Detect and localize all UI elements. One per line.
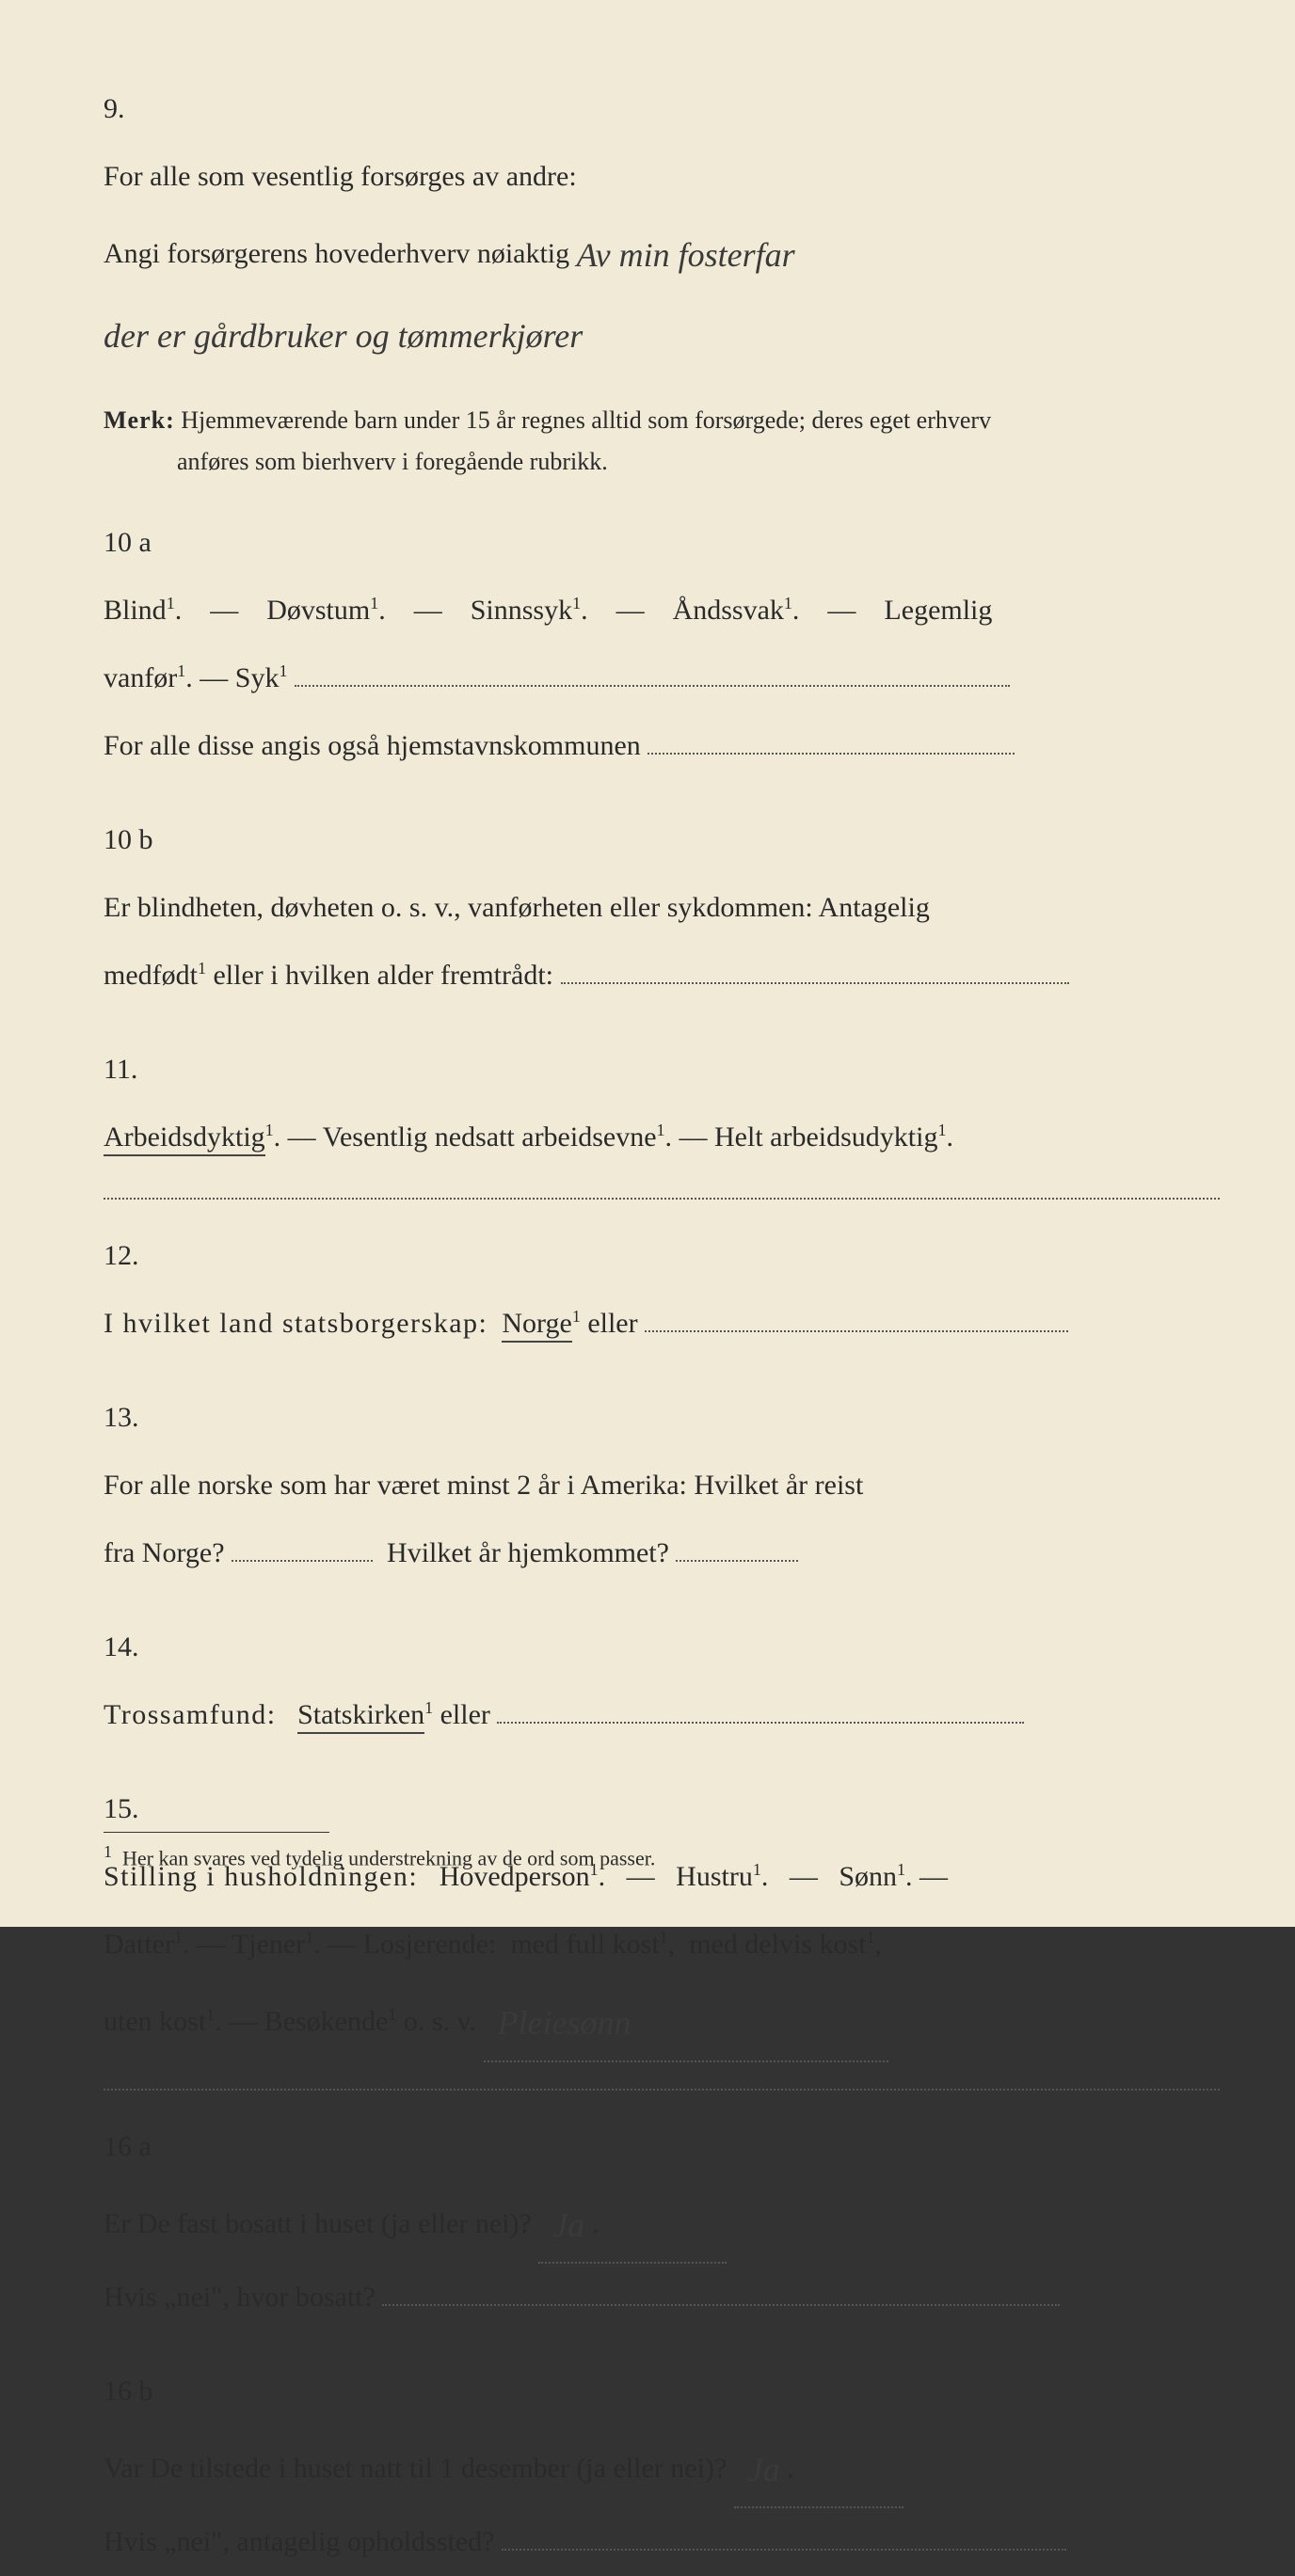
q13-text1: For alle norske som har været minst 2 år…	[104, 1470, 863, 1501]
section-divider-1	[104, 1198, 1220, 1200]
q15-utenkost: uten kost	[104, 2006, 206, 2037]
question-13: 13. For alle norske som har været minst …	[104, 1384, 1220, 1587]
q11-arbeidsdyktig: Arbeidsdyktig	[104, 1121, 265, 1156]
q10a-body: Blind1. — Døvstum1. — Sinnssyk1. — Åndss…	[104, 577, 1154, 780]
census-form-page: 9. For alle som vesentlig forsørges av a…	[0, 0, 1295, 1927]
q16b-num: 16 b	[104, 2358, 164, 2425]
merk-label: Merk:	[104, 406, 175, 434]
question-10a: 10 a Blind1. — Døvstum1. — Sinnssyk1. — …	[104, 509, 1220, 780]
q13-text2a: fra Norge?	[104, 1537, 225, 1568]
question-15: 15. Stilling i husholdningen: Hovedperso…	[104, 1775, 1220, 2061]
q16a-handwriting: Ja	[552, 2206, 584, 2244]
q11-body: Arbeidsdyktig1. — Vesentlig nedsatt arbe…	[104, 1104, 1154, 1171]
question-16b: 16 b Var De tilstede i huset natt til 1 …	[104, 2358, 1220, 2576]
question-9: 9. For alle som vesentlig forsørges av a…	[104, 75, 1220, 374]
q12-eller: eller	[587, 1308, 637, 1339]
q13-blank1	[232, 1560, 373, 1562]
merk-text2: anføres som bierhverv i foregående rubri…	[177, 448, 608, 475]
q15-fullkost: med full kost	[510, 1929, 659, 1960]
q15-blank: Pleiesønn	[484, 1979, 888, 2061]
q15-datter: Datter	[104, 1929, 174, 1960]
q16b-text1: Var De tilstede i huset natt til 1 desem…	[104, 2453, 727, 2484]
q15-losjer: Losjerende:	[363, 1929, 497, 1960]
q16a-blank2	[382, 2304, 1060, 2306]
q12-body: I hvilket land statsborgerskap: Norge1 e…	[104, 1290, 1154, 1358]
q16a-body: Er De fast bosatt i huset (ja eller nei)…	[104, 2181, 1154, 2331]
footnote: 1 Her kan svares ved tydelig understrekn…	[104, 1832, 1220, 1870]
footnote-text: Her kan svares ved tydelig understreknin…	[122, 1846, 655, 1869]
q11-nedsatt: Vesentlig nedsatt arbeidsevne	[323, 1121, 657, 1153]
q9-line1: For alle som vesentlig forsørges av andr…	[104, 161, 577, 192]
q10b-text2b: eller i hvilken alder fremtrådt:	[213, 960, 553, 991]
q15-osv: o. s. v.	[404, 2006, 476, 2037]
q10a-vanfor: vanfør	[104, 662, 177, 693]
q9-handwriting-2: der er gårdbruker og tømmerkjører	[104, 317, 583, 355]
q10a-num: 10 a	[104, 509, 164, 577]
q12-norge: Norge	[502, 1308, 571, 1343]
q10b-medfodt: medfødt	[104, 960, 198, 991]
q16b-handwriting: Ja	[748, 2451, 780, 2489]
q15-delviskost: med delvis kost	[689, 1929, 866, 1960]
q16b-body: Var De tilstede i huset natt til 1 desem…	[104, 2425, 1154, 2576]
q16a-text1: Er De fast bosatt i huset (ja eller nei)…	[104, 2208, 532, 2239]
q15-besok: Besøkende	[264, 2006, 389, 2037]
q10b-text1: Er blindheten, døvheten o. s. v., vanfør…	[104, 892, 930, 923]
merk-note: Merk: Hjemmeværende barn under 15 år reg…	[104, 400, 1220, 483]
q10b-num: 10 b	[104, 806, 164, 874]
question-16a: 16 a Er De fast bosatt i huset (ja eller…	[104, 2113, 1220, 2331]
q13-body: For alle norske som har været minst 2 år…	[104, 1452, 1154, 1587]
q10b-body: Er blindheten, døvheten o. s. v., vanfør…	[104, 874, 1154, 1010]
question-10b: 10 b Er blindheten, døvheten o. s. v., v…	[104, 806, 1220, 1010]
q16b-text2: Hvis „nei", antagelig opholdssted?	[104, 2526, 495, 2557]
footnote-sup: 1	[104, 1842, 112, 1861]
section-divider-2	[104, 2089, 1220, 2091]
q9-body: For alle som vesentlig forsørges av andr…	[104, 143, 1154, 292]
q14-num: 14.	[104, 1614, 164, 1681]
q16b-blank1: Ja .	[734, 2425, 903, 2508]
question-11: 11. Arbeidsdyktig1. — Vesentlig nedsatt …	[104, 1036, 1220, 1171]
q10a-blind: Blind	[104, 595, 167, 626]
q16a-num: 16 a	[104, 2113, 164, 2181]
q14-blank	[497, 1722, 1024, 1724]
q10a-blank-line2	[648, 753, 1015, 755]
q16a-text2: Hvis „nei", hvor bosatt?	[104, 2282, 376, 2313]
q11-num: 11.	[104, 1036, 164, 1104]
q13-text2b: Hvilket år hjemkommet?	[387, 1537, 669, 1568]
q10a-blank-line	[295, 685, 1010, 687]
q10a-legemlig: Legemlig	[884, 595, 992, 626]
q14-label: Trossamfund:	[104, 1699, 277, 1730]
question-12: 12. I hvilket land statsborgerskap: Norg…	[104, 1222, 1220, 1358]
merk-text1: Hjemmeværende barn under 15 år regnes al…	[181, 406, 991, 434]
q12-blank	[645, 1330, 1068, 1332]
q10a-sinnssyk: Sinnssyk	[471, 595, 572, 626]
q14-statskirken: Statskirken	[297, 1699, 424, 1734]
q16b-blank2	[502, 2549, 1066, 2551]
q16a-blank1: Ja .	[538, 2181, 727, 2264]
q14-body: Trossamfund: Statskirken1 eller	[104, 1681, 1154, 1749]
q10a-andssvak: Åndssvak	[673, 595, 784, 626]
q15-tjener: Tjener	[232, 1929, 305, 1960]
q12-num: 12.	[104, 1222, 164, 1290]
question-14: 14. Trossamfund: Statskirken1 eller	[104, 1614, 1220, 1749]
q10a-dovstum: Døvstum	[266, 595, 370, 626]
q13-num: 13.	[104, 1384, 164, 1452]
q14-eller: eller	[440, 1699, 490, 1730]
q12-text: I hvilket land statsborgerskap:	[104, 1308, 488, 1339]
q9-line2-prefix: Angi forsørgerens hovederhverv nøiaktig	[104, 238, 569, 269]
q10a-syk: Syk	[235, 662, 280, 693]
q9-num: 9.	[104, 75, 164, 143]
q11-udyktig: Helt arbeidsudyktig	[714, 1121, 937, 1153]
q15-handwriting: Pleiesønn	[498, 2004, 632, 2042]
q15-body: Stilling i husholdningen: Hovedperson1. …	[104, 1843, 1154, 2061]
q10a-line3: For alle disse angis også hjemstavnskomm…	[104, 730, 641, 761]
q13-blank2	[676, 1560, 798, 1562]
q10b-blank	[561, 982, 1069, 984]
q9-handwriting-1: Av min fosterfar	[577, 236, 795, 274]
